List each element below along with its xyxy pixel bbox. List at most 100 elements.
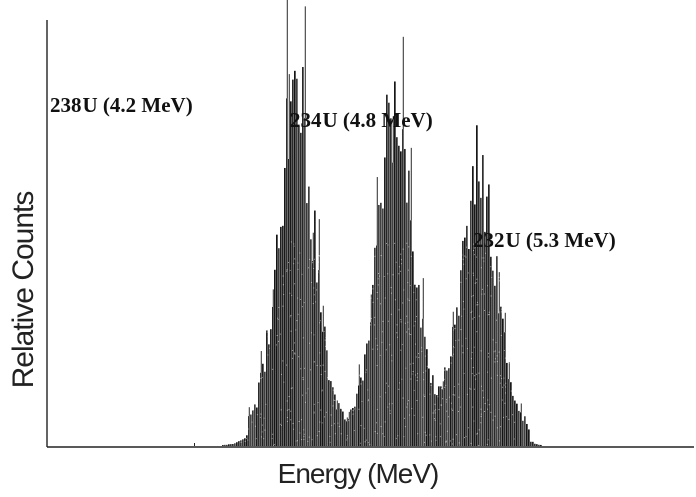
- speckle: [252, 407, 254, 409]
- speckle: [251, 299, 253, 301]
- speckle: [430, 365, 432, 367]
- speckle: [222, 315, 224, 317]
- speckle: [256, 414, 258, 416]
- speckle: [407, 321, 409, 323]
- speckle: [215, 428, 217, 430]
- speckle: [376, 291, 378, 293]
- speckle: [385, 349, 387, 351]
- speckle: [321, 265, 323, 267]
- speckle: [496, 374, 498, 376]
- speckle: [509, 290, 511, 292]
- spectrum-bar: [428, 368, 430, 446]
- speckle: [263, 417, 265, 419]
- speckle: [483, 260, 485, 262]
- speckle: [498, 247, 500, 249]
- speckle: [487, 399, 489, 401]
- speckle: [241, 399, 243, 401]
- speckle: [490, 411, 492, 413]
- speckle: [332, 389, 334, 391]
- speckle: [440, 247, 442, 249]
- speckle: [353, 353, 355, 355]
- spectrum-bar: [262, 363, 264, 446]
- speckle: [400, 349, 402, 351]
- spectrum-bar: [276, 234, 278, 446]
- speckle: [513, 263, 515, 265]
- speckle: [252, 327, 254, 329]
- speckle: [412, 362, 414, 364]
- speckle: [505, 386, 507, 388]
- spectrum-bar: [286, 98, 288, 446]
- speckle: [461, 345, 463, 347]
- speckle: [247, 381, 249, 383]
- speckle: [444, 369, 446, 371]
- speckle: [407, 400, 409, 402]
- speckle: [356, 301, 358, 303]
- speckle: [260, 436, 262, 438]
- speckle: [413, 414, 415, 416]
- speckle: [429, 393, 431, 395]
- speckle: [480, 415, 482, 417]
- speckle: [502, 416, 504, 418]
- speckle: [476, 278, 478, 280]
- speckle: [458, 383, 460, 385]
- speckle: [289, 269, 291, 271]
- speckle: [338, 355, 340, 357]
- speckle: [400, 259, 402, 261]
- speckle: [443, 362, 445, 364]
- speckle: [317, 402, 319, 404]
- speckle: [404, 322, 406, 324]
- spectrum-bar: [290, 101, 292, 447]
- speckle: [232, 268, 234, 270]
- spectrum-bar: [358, 385, 360, 446]
- speckle: [252, 409, 254, 411]
- speckle: [494, 358, 496, 360]
- speckle: [442, 250, 444, 252]
- speckle: [441, 365, 443, 367]
- speckle: [242, 405, 244, 407]
- spectrum-bar: [484, 231, 486, 446]
- speckle: [233, 408, 235, 410]
- speckle: [220, 267, 222, 269]
- speckle: [319, 320, 321, 322]
- speckle: [345, 356, 347, 358]
- speckle: [216, 302, 218, 304]
- speckle: [482, 390, 484, 392]
- speckle: [263, 278, 265, 280]
- speckle: [303, 435, 305, 437]
- spectrum-bar: [416, 287, 418, 446]
- speckle: [236, 262, 238, 264]
- speckle: [324, 339, 326, 341]
- speckle: [450, 276, 452, 278]
- speckle: [313, 294, 315, 296]
- speckle: [323, 330, 325, 332]
- speckle: [340, 433, 342, 435]
- spectrum-spike: [498, 272, 500, 314]
- speckle: [231, 303, 233, 305]
- speckle: [434, 418, 436, 420]
- speckle: [439, 423, 441, 425]
- speckle: [360, 425, 362, 427]
- speckle: [239, 257, 241, 259]
- spectrum-bar: [482, 155, 484, 446]
- speckle: [246, 340, 248, 342]
- speckle: [443, 338, 445, 340]
- speckle: [334, 399, 336, 401]
- spectrum-bar: [440, 386, 442, 446]
- speckle: [333, 399, 335, 401]
- speckle: [384, 421, 386, 423]
- speckle: [269, 292, 271, 294]
- speckle: [255, 438, 257, 440]
- speckle: [428, 302, 430, 304]
- spectrum-bar: [274, 269, 276, 446]
- speckle: [338, 426, 340, 428]
- speckle: [503, 377, 505, 379]
- speckle: [398, 388, 400, 390]
- speckle: [461, 254, 463, 256]
- speckle: [376, 344, 378, 346]
- speckle: [313, 287, 315, 289]
- speckle: [411, 373, 413, 375]
- spectrum-spike: [248, 407, 250, 417]
- speckle: [257, 266, 259, 268]
- speckle: [329, 273, 331, 275]
- speckle: [409, 414, 411, 416]
